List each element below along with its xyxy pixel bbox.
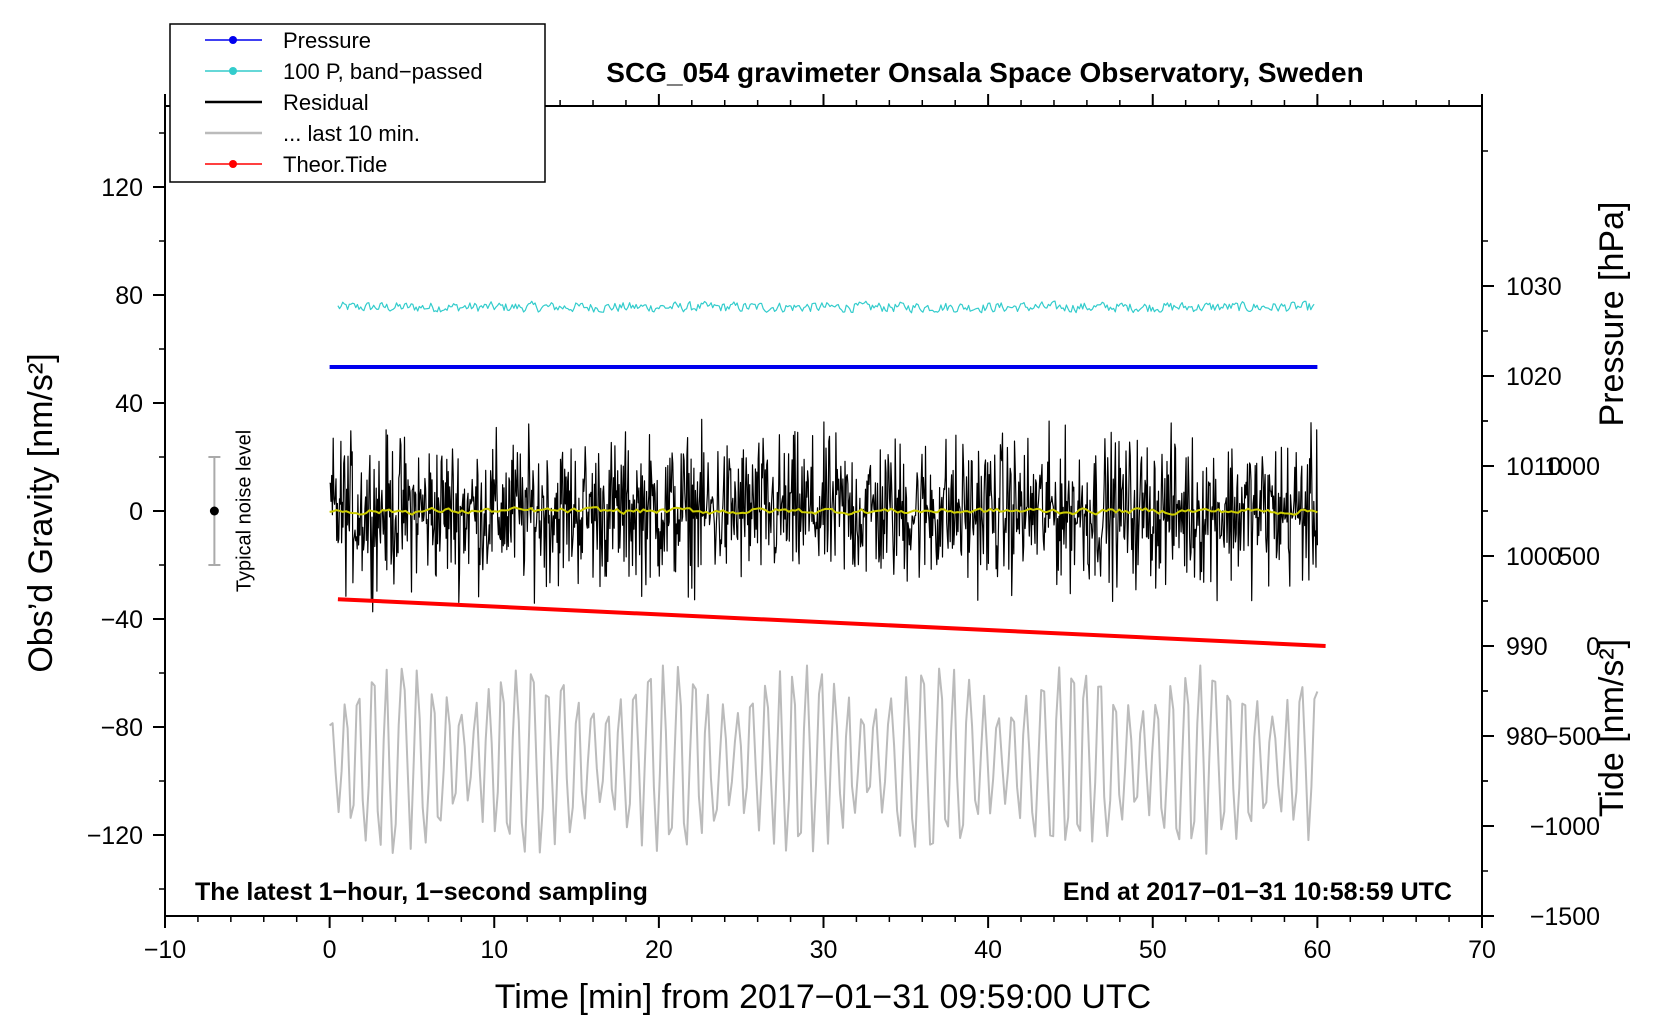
x-tick-label: 70 [1468, 936, 1496, 964]
x-tick-label: −10 [144, 936, 186, 964]
pressure-tick-label: 1010 [1506, 453, 1562, 481]
tide-tick-label: −500 [1544, 723, 1600, 751]
series-residual [329, 418, 1318, 613]
y-left-tick-label: 120 [101, 174, 143, 202]
x-tick-label: 60 [1303, 936, 1331, 964]
series-last-10-min [328, 664, 1319, 855]
tide-tick-label: 0 [1586, 633, 1600, 661]
y-axis-label-tide: Tide [nm/s²] [1593, 639, 1631, 817]
tide-tick-label: −1500 [1530, 903, 1600, 931]
pressure-tick-label: 1030 [1506, 273, 1562, 301]
tide-tick-label: 500 [1558, 543, 1600, 571]
x-tick-label: 30 [810, 936, 838, 964]
legend-label: 100 P, band−passed [283, 59, 483, 84]
pressure-tick-label: 1020 [1506, 363, 1562, 391]
legend-label: Theor.Tide [283, 152, 387, 177]
y-left-tick-label: −120 [87, 822, 143, 850]
y-left-tick-label: −40 [101, 606, 143, 634]
pressure-tick-label: 990 [1506, 633, 1548, 661]
x-tick-label: 20 [645, 936, 673, 964]
pressure-tick-label: 980 [1506, 723, 1548, 751]
x-tick-label: 50 [1139, 936, 1167, 964]
series-100-p-band-passed [337, 300, 1315, 314]
x-axis-label: Time [min] from 2017−01−31 09:59:00 UTC [495, 978, 1151, 1016]
pressure-tick-label: 1000 [1506, 543, 1562, 571]
y-axis-label-left: Obs’d Gravity [nm/s²] [22, 353, 60, 672]
y-left-tick-label: 40 [115, 390, 143, 418]
y-left-tick-label: 80 [115, 282, 143, 310]
tide-tick-label: 1000 [1544, 453, 1600, 481]
series-theor-tide [337, 597, 1326, 648]
legend-label: ... last 10 min. [283, 121, 420, 146]
y-axis-label-pressure: Pressure [hPa] [1593, 202, 1631, 427]
noise-label: Typical noise level [233, 430, 255, 592]
legend: Pressure 100 P, band−passed Residual ... la… [169, 23, 546, 183]
y-left-tick-label: 0 [129, 498, 143, 526]
chart-title: SCG_054 gravimeter Onsala Space Observat… [606, 57, 1363, 88]
legend-marker [229, 36, 237, 44]
x-tick-label: 40 [974, 936, 1002, 964]
x-tick-label: 10 [480, 936, 508, 964]
legend-label: Pressure [283, 28, 371, 53]
legend-marker [229, 67, 237, 75]
series-residual-smoothed [329, 506, 1318, 516]
annotation-sampling: The latest 1−hour, 1−second sampling [195, 878, 648, 906]
tide-tick-label: −1000 [1530, 813, 1600, 841]
annotation-end-time: End at 2017−01−31 10:58:59 UTC [1063, 878, 1452, 906]
y-left-tick-label: −80 [101, 714, 143, 742]
x-tick-label: 0 [323, 936, 337, 964]
noise-center-dot [209, 506, 219, 516]
legend-marker [229, 160, 237, 168]
legend-label: Residual [283, 90, 369, 115]
